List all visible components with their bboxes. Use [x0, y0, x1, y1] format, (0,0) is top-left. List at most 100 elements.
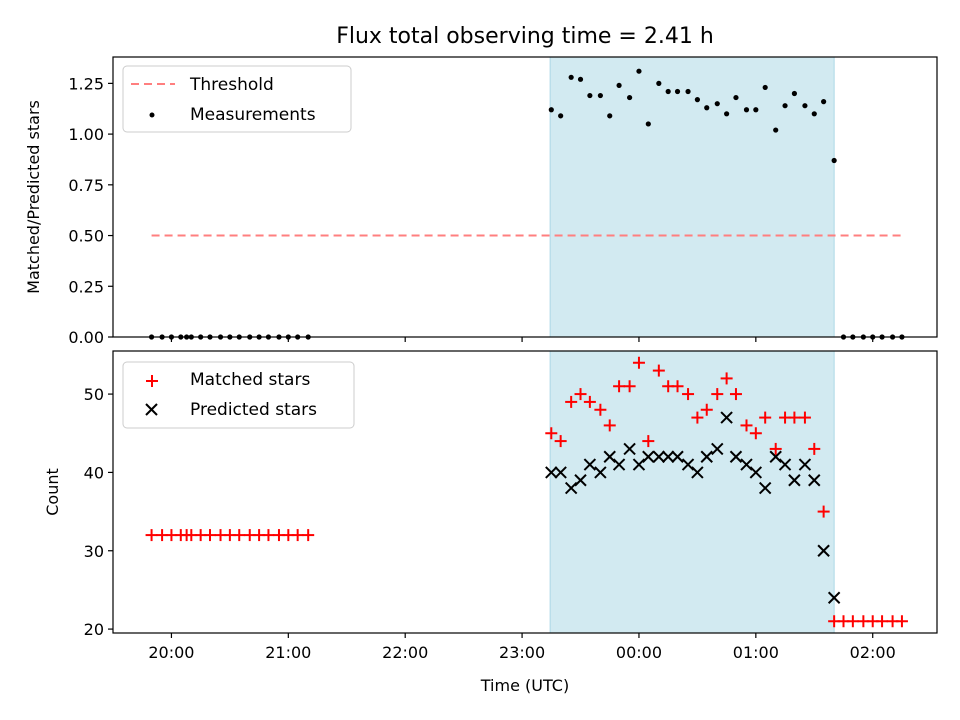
top-observing-window [549, 56, 835, 338]
y-tick-label: 0.75 [68, 176, 104, 195]
top-plot-frame [112, 56, 938, 338]
matched-stars-point [613, 380, 626, 393]
predicted-stars-point [769, 450, 782, 463]
matched-stars-point [769, 442, 782, 455]
count-points [145, 356, 908, 628]
y-tick-label: 30 [84, 542, 104, 561]
matched-stars-point [671, 380, 684, 393]
top-panel: 0.00 0.25 0.50 0.75 1.00 1.25 Matched/Predict… [24, 56, 938, 347]
predicted-stars-point [788, 474, 801, 487]
predicted-stars-point [749, 466, 763, 479]
measurement-point [568, 74, 574, 80]
predicted-stars-point [564, 481, 578, 495]
top-legend-box [122, 65, 352, 133]
matched-stars-point [788, 411, 801, 424]
matched-stars-point [565, 395, 578, 408]
matched-stars-point [632, 356, 645, 369]
measurement-point [821, 99, 827, 105]
bottom-plot-frame [112, 350, 938, 634]
y-tick-label: 0.25 [68, 277, 104, 296]
measurement-point [636, 68, 642, 74]
measurement-point [665, 88, 671, 95]
predicted-stars-point [642, 450, 655, 463]
bottom-legend-box [122, 361, 355, 429]
matched-stars-point [740, 419, 753, 432]
measurement-point [791, 90, 798, 97]
predicted-stars-point [623, 442, 636, 456]
predicted-stars-point [691, 466, 704, 479]
measurement-point [831, 157, 837, 164]
predicted-stars-point [545, 466, 558, 479]
measurement-point [802, 103, 808, 109]
measurement-point [674, 88, 681, 95]
matched-stars-point [895, 615, 908, 628]
matched-legend-label: Matched stars [190, 370, 310, 390]
matched-stars-point [846, 615, 859, 628]
predicted-stars-point [827, 591, 841, 604]
predicted-stars-point [808, 474, 821, 487]
matched-stars-point [759, 411, 772, 424]
measurement-point [743, 107, 750, 113]
measurement-point [656, 80, 662, 86]
measurement-point [762, 84, 768, 91]
y-tick-label: 20 [84, 620, 104, 639]
observing-window-shade [549, 56, 835, 338]
predicted-stars-point [554, 466, 567, 479]
measurements-legend-swatch [149, 112, 155, 118]
predicted-stars-point [681, 458, 695, 471]
predicted-stars-point [603, 450, 616, 463]
matched-stars-point [798, 411, 811, 424]
matched-stars-point [817, 505, 830, 518]
y-tick-label: 50 [84, 385, 104, 404]
predicted-stars-point [671, 450, 684, 463]
matched-stars-point [574, 388, 587, 401]
y-tick-label: 1.25 [68, 74, 104, 93]
predicted-stars-point [817, 544, 830, 557]
y-tick-label: 0.00 [68, 328, 104, 347]
measurement-point [558, 113, 564, 119]
matched-stars-point [233, 529, 246, 542]
matched-stars-point [720, 372, 733, 385]
predicted-stars-point [740, 458, 753, 471]
predicted-stars-point [612, 458, 626, 471]
bottom-legend: Matched stars Predicted stars [122, 361, 355, 429]
measurements-legend-label: Measurements [190, 105, 316, 125]
x-tick-label: 20:00 [148, 643, 194, 662]
predicted-stars-point [632, 458, 646, 471]
x-tick-label: 01:00 [733, 643, 779, 662]
measurement-point [607, 113, 613, 119]
matched-stars-point [691, 411, 704, 424]
matched-stars-point [711, 388, 724, 401]
bottom-panel: 20 30 40 50 20:00 21:00 22:00 23:00 00:00 01:00 0… [43, 350, 938, 695]
measurement-point [733, 94, 739, 101]
y-tick-label: 1.00 [68, 125, 104, 144]
predicted-stars-point [729, 450, 743, 463]
matched-stars-point [642, 435, 655, 448]
measurement-point [627, 94, 633, 101]
measurement-point [782, 103, 788, 109]
matched-legend-swatch [146, 375, 158, 387]
predicted-stars-point [720, 411, 733, 424]
top-y-axis-ticks: 0.00 0.25 0.50 0.75 1.00 1.25 [68, 74, 113, 347]
x-tick-label: 21:00 [265, 643, 311, 662]
predicted-stars-point [594, 466, 607, 479]
matched-stars-point [682, 388, 695, 401]
predicted-legend-swatch [145, 403, 158, 416]
matched-stars-point [204, 529, 217, 542]
measurement-point [694, 97, 700, 103]
predicted-stars-point [711, 442, 724, 456]
predicted-stars-point [700, 450, 713, 463]
top-y-axis-label: Matched/Predicted stars [24, 100, 43, 294]
matched-stars-point [291, 529, 304, 542]
predicted-stars-point [574, 474, 587, 487]
measurement-point [753, 107, 759, 113]
matched-stars-point [876, 615, 889, 628]
bottom-y-axis-ticks: 20 30 40 50 [84, 385, 113, 639]
measurement-point [704, 105, 710, 111]
measurement-point [811, 111, 817, 117]
x-tick-label: 22:00 [382, 643, 428, 662]
x-tick-label: 23:00 [499, 643, 545, 662]
matched-stars-point [583, 395, 596, 408]
measurement-point [548, 107, 554, 113]
